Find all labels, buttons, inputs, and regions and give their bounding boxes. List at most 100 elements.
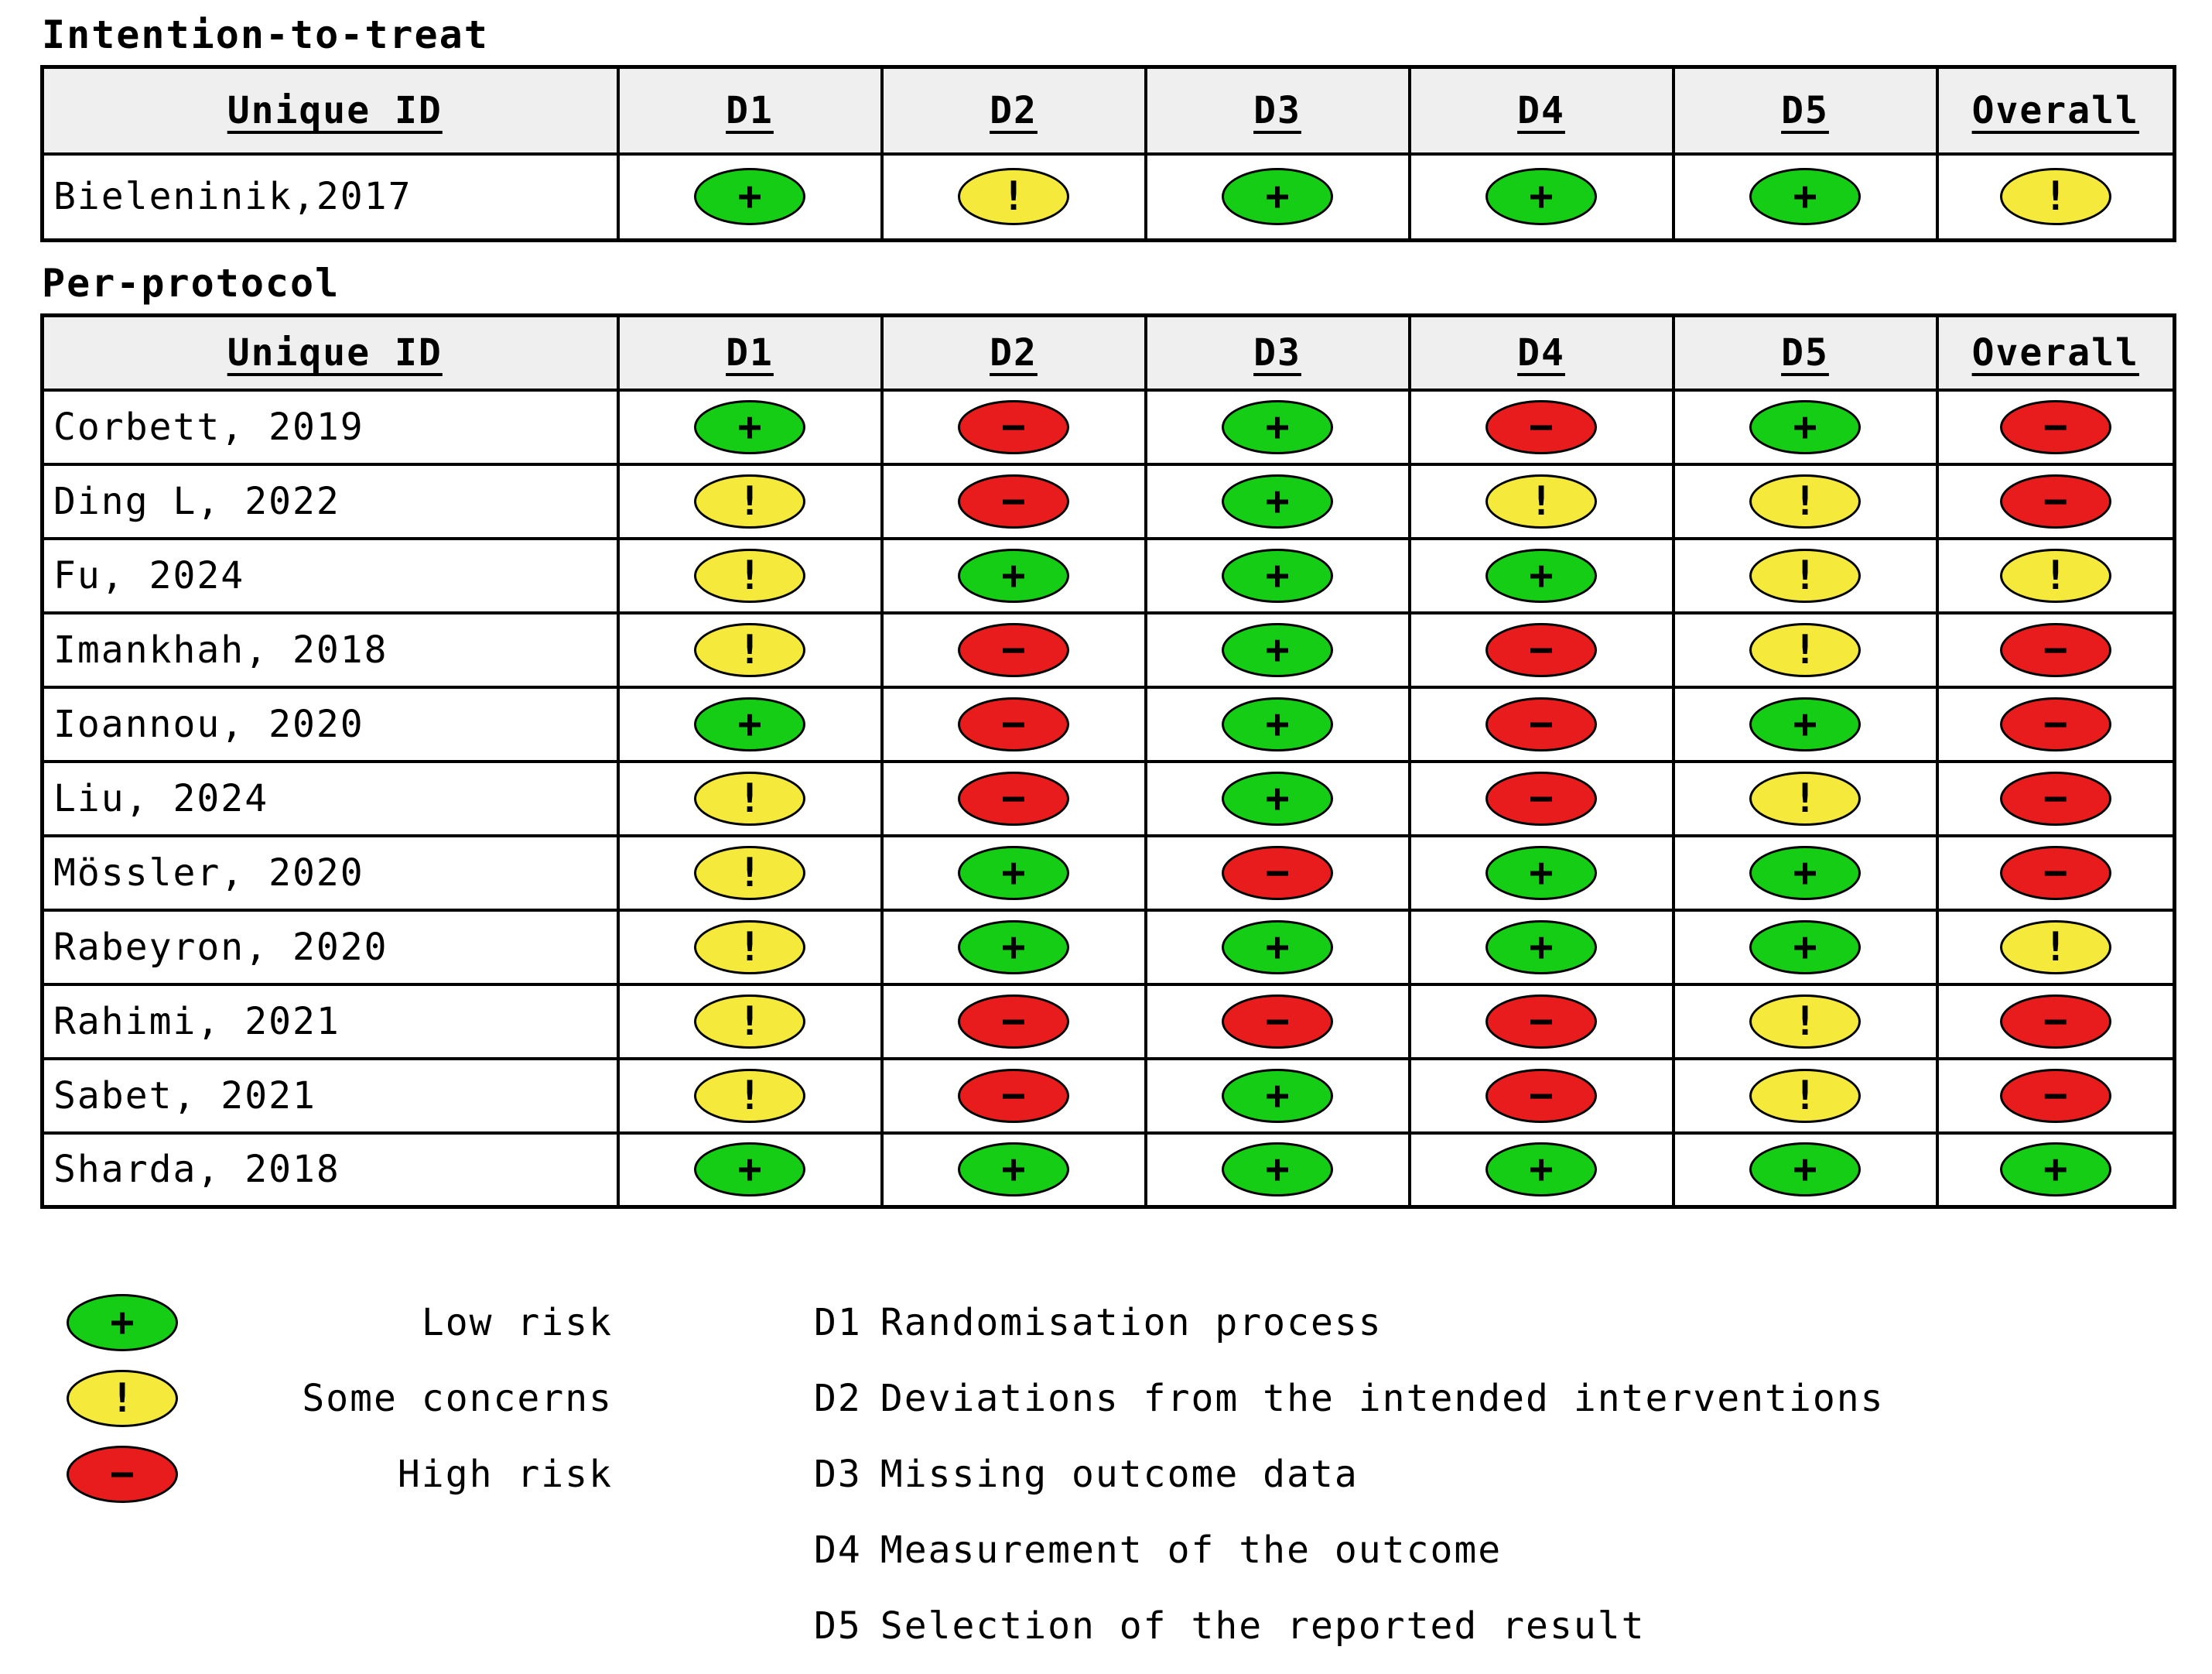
judgement-cell-d1: ! xyxy=(616,982,884,1060)
judgement-ellipse: − xyxy=(1999,474,2111,529)
judgement-ellipse: − xyxy=(958,622,1069,677)
table-row: Bieleninik,2017 + ! + + + ! xyxy=(40,152,2176,242)
judgement-ellipse: + xyxy=(1485,845,1597,900)
judgement-ellipse: + xyxy=(1485,919,1597,974)
table-title-intention-to-treat: Intention-to-treat xyxy=(42,12,489,57)
judgement-cell-d2: − xyxy=(880,388,1147,466)
judgement-cell-d3: + xyxy=(1144,152,1411,242)
judgement-ellipse: ! xyxy=(1749,771,1861,826)
judgement-cell-d2: + xyxy=(880,536,1147,614)
column-header-d3: D3 xyxy=(1144,65,1411,156)
judgement-ellipse: − xyxy=(1999,771,2111,826)
domain-code: D4 xyxy=(814,1529,862,1572)
column-header-d5: D5 xyxy=(1671,313,1939,392)
table-row: Rabeyron, 2020 ! + + + + ! xyxy=(40,908,2176,986)
judgement-cell-d1: ! xyxy=(616,536,884,614)
judgement-cell-d5: + xyxy=(1671,388,1939,466)
judgement-ellipse: + xyxy=(958,548,1069,603)
judgement-cell-d3: − xyxy=(1144,834,1411,912)
judgement-cell-d1: ! xyxy=(616,462,884,540)
domain-definitions: D1 Randomisation process D2 Deviations f… xyxy=(814,1285,1885,1664)
judgement-cell-d1: + xyxy=(616,1131,884,1209)
judgement-cell-d4: − xyxy=(1407,388,1675,466)
judgement-ellipse: ! xyxy=(1999,919,2111,974)
table-row: Sharda, 2018 + + + + + + xyxy=(40,1131,2176,1209)
study-id-cell: Sharda, 2018 xyxy=(40,1131,620,1209)
header-row: Unique ID D1 D2 D3 D4 D5 Overall xyxy=(40,313,2176,392)
judgement-cell-d3: + xyxy=(1144,611,1411,689)
column-header-d1: D1 xyxy=(616,313,884,392)
judgement-ellipse: − xyxy=(1999,845,2111,900)
judgement-cell-d2: − xyxy=(880,611,1147,689)
judgement-cell-d3: + xyxy=(1144,388,1411,466)
table-row: Rahimi, 2021 ! − − − ! − xyxy=(40,982,2176,1060)
judgement-cell-d2: + xyxy=(880,834,1147,912)
judgement-ellipse: ! xyxy=(694,994,805,1049)
judgement-cell-d5: ! xyxy=(1671,759,1939,837)
study-id-cell: Ioannou, 2020 xyxy=(40,685,620,763)
judgement-cell-d4: − xyxy=(1407,759,1675,837)
judgement-cell-d1: + xyxy=(616,685,884,763)
table-row: Sabet, 2021 ! − + − ! − xyxy=(40,1056,2176,1135)
study-id-cell: Rabeyron, 2020 xyxy=(40,908,620,986)
judgement-ellipse: + xyxy=(1749,697,1861,751)
study-id-cell: Ding L, 2022 xyxy=(40,462,620,540)
rob-table-per-protocol: Unique ID D1 D2 D3 D4 D5 Overall Corbett… xyxy=(40,313,2176,1209)
judgement-ellipse: ! xyxy=(694,919,805,974)
domain-label: Selection of the reported result xyxy=(880,1604,1646,1648)
legend-item-low-risk: + Low risk xyxy=(67,1285,613,1361)
judgement-ellipse: + xyxy=(1222,399,1333,454)
judgement-ellipse: − xyxy=(1222,845,1333,900)
judgement-cell-d2: ! xyxy=(880,152,1147,242)
column-header-d3: D3 xyxy=(1144,313,1411,392)
study-id-cell: Imankhah, 2018 xyxy=(40,611,620,689)
judgement-ellipse: ! xyxy=(694,1068,805,1123)
judgement-ellipse: ! xyxy=(1749,1068,1861,1123)
judgement-cell-d4: + xyxy=(1407,908,1675,986)
judgement-cell-d4: + xyxy=(1407,536,1675,614)
judgement-cell-d1: + xyxy=(616,388,884,466)
judgement-cell-d5: + xyxy=(1671,834,1939,912)
judgement-cell-d5: + xyxy=(1671,908,1939,986)
judgement-cell-overall: − xyxy=(1935,611,2176,689)
study-id-cell: Mössler, 2020 xyxy=(40,834,620,912)
judgement-cell-d4: + xyxy=(1407,834,1675,912)
judgement-cell-d3: + xyxy=(1144,685,1411,763)
domain-code: D5 xyxy=(814,1604,862,1648)
judgement-cell-d5: ! xyxy=(1671,462,1939,540)
domain-label: Measurement of the outcome xyxy=(880,1529,1503,1572)
judgement-cell-overall: ! xyxy=(1935,152,2176,242)
judgement-cell-d4: + xyxy=(1407,152,1675,242)
judgement-ellipse: ! xyxy=(1749,474,1861,529)
judgement-ellipse: + xyxy=(958,1142,1069,1197)
domain-definition-d2: D2 Deviations from the intended interven… xyxy=(814,1361,1885,1436)
judgement-ellipse: − xyxy=(1999,399,2111,454)
judgement-ellipse: ! xyxy=(694,474,805,529)
column-header-overall: Overall xyxy=(1935,313,2176,392)
table-row: Imankhah, 2018 ! − + − ! − xyxy=(40,611,2176,689)
study-id-cell: Bieleninik,2017 xyxy=(40,152,620,242)
judgement-cell-d3: + xyxy=(1144,1131,1411,1209)
table-row: Corbett, 2019 + − + − + − xyxy=(40,388,2176,466)
judgement-cell-d3: + xyxy=(1144,1056,1411,1135)
judgement-cell-d2: − xyxy=(880,462,1147,540)
judgement-cell-overall: − xyxy=(1935,759,2176,837)
judgement-cell-d5: + xyxy=(1671,152,1939,242)
legend-label: Some concerns xyxy=(302,1377,613,1420)
judgement-cell-d4: − xyxy=(1407,982,1675,1060)
table-row: Ding L, 2022 ! − + ! ! − xyxy=(40,462,2176,540)
study-id-cell: Corbett, 2019 xyxy=(40,388,620,466)
judgement-cell-d3: + xyxy=(1144,908,1411,986)
legend-label: Low risk xyxy=(421,1301,613,1344)
judgement-ellipse: ! xyxy=(1999,168,2111,226)
judgement-cell-d2: + xyxy=(880,908,1147,986)
judgement-cell-d2: − xyxy=(880,1056,1147,1135)
judgement-ellipse: − xyxy=(958,771,1069,826)
judgement-cell-d5: + xyxy=(1671,1131,1939,1209)
judgement-ellipse: ! xyxy=(1749,622,1861,677)
judgement-ellipse: + xyxy=(1222,919,1333,974)
judgement-ellipse: − xyxy=(1485,697,1597,751)
judgement-ellipse: ! xyxy=(1749,994,1861,1049)
judgement-cell-d2: − xyxy=(880,759,1147,837)
